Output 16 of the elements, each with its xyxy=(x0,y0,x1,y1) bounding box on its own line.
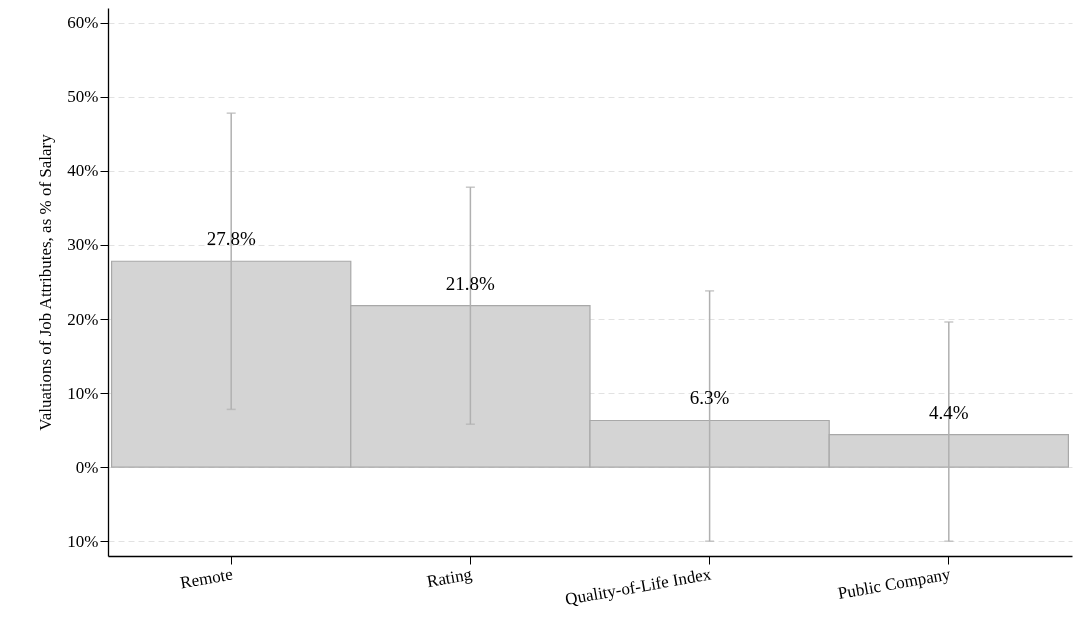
x-tick-label: Remote xyxy=(178,564,235,593)
y-tick-label: 50% xyxy=(67,87,99,107)
y-tick-label: 10% xyxy=(67,531,99,551)
y-tick-label: 40% xyxy=(67,161,99,181)
y-tick-label: 20% xyxy=(67,309,99,329)
y-tick-label: 10% xyxy=(67,383,99,403)
data-label: 6.3% xyxy=(689,387,730,409)
y-tick-label: 60% xyxy=(67,13,99,33)
data-label: 4.4% xyxy=(929,401,969,423)
y-tick-label: 30% xyxy=(67,235,99,255)
y-axis-title: Valuations of Job Attributes, as % of Salary xyxy=(36,133,56,431)
x-tick-label: Public Company xyxy=(836,564,953,604)
y-tick-label: 0% xyxy=(75,457,99,477)
x-tick-label: Rating xyxy=(425,564,474,592)
data-label: 27.8% xyxy=(206,228,256,250)
data-label: 21.8% xyxy=(445,272,496,294)
